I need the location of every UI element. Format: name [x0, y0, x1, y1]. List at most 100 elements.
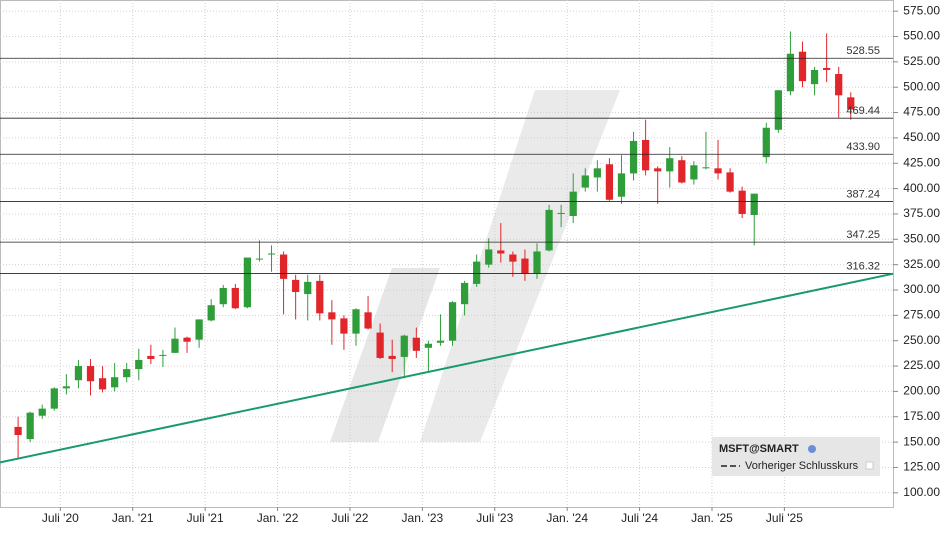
candle-body [798, 51, 807, 82]
candle-body [316, 280, 324, 314]
candle-body [762, 127, 770, 158]
candle-body [412, 337, 420, 351]
x-tick-label: Juli '23 [476, 511, 513, 525]
candle-body [171, 338, 179, 353]
level-label: 347.25 [846, 229, 880, 241]
candle-body [847, 97, 855, 110]
y-tick-label: 200.00 [903, 384, 940, 398]
legend-title: MSFT@SMART [719, 443, 799, 455]
y-tick-label: 575.00 [903, 3, 940, 17]
y-tick-label: 325.00 [903, 257, 940, 271]
x-tick-label: Jan. '24 [546, 511, 588, 525]
candle-body [26, 412, 34, 440]
candle-body [823, 67, 831, 70]
candle-body [207, 305, 215, 321]
candle-body [279, 254, 288, 279]
x-tick-label: Jan. '21 [112, 511, 154, 525]
candle-body [123, 369, 131, 378]
candle-body [473, 261, 481, 284]
candle-body [714, 168, 722, 174]
candle-body [98, 378, 107, 390]
y-tick-label: 275.00 [903, 308, 940, 322]
candle-body [62, 386, 70, 389]
legend-item: Vorheriger Schlusskurs [745, 460, 859, 472]
y-tick-label: 500.00 [903, 79, 940, 93]
candle-body [364, 312, 372, 329]
candle-body [14, 426, 22, 436]
y-tick-label: 225.00 [903, 358, 940, 372]
y-tick-label: 375.00 [903, 206, 940, 220]
candle-body [400, 335, 408, 357]
candle-body [147, 355, 155, 359]
candle-body [617, 173, 626, 197]
y-tick-label: 400.00 [903, 181, 940, 195]
trendline [0, 272, 894, 464]
candle-body [424, 343, 433, 348]
y-tick-label: 525.00 [903, 54, 940, 68]
candle-body [243, 257, 252, 308]
candle-body [340, 318, 348, 334]
candle-body [593, 168, 601, 178]
y-tick-label: 450.00 [903, 130, 940, 144]
candle-body [557, 212, 565, 214]
x-tick-label: Jan. '22 [257, 511, 299, 525]
x-tick-label: Juli '20 [42, 511, 79, 525]
candle-body [50, 388, 58, 409]
candle-body [726, 172, 734, 192]
candle-body [835, 74, 843, 96]
candle-body [641, 139, 650, 171]
x-tick-label: Jan. '23 [402, 511, 444, 525]
candle-body [497, 250, 505, 254]
candle-body [654, 168, 662, 172]
candle-body [388, 355, 396, 359]
legend-icon [808, 445, 816, 453]
x-tick-label: Juli '22 [331, 511, 368, 525]
y-tick-label: 175.00 [903, 409, 940, 423]
level-label: 387.24 [846, 188, 880, 200]
y-tick-label: 550.00 [903, 29, 940, 43]
y-tick-label: 350.00 [903, 231, 940, 245]
candle-body [521, 258, 529, 274]
level-label: 316.32 [846, 260, 880, 272]
candle-body [690, 165, 698, 180]
candle-body [605, 164, 614, 200]
candle-body [304, 281, 312, 295]
candle-body [74, 366, 83, 381]
candle-body [376, 332, 384, 358]
y-tick-label: 300.00 [903, 282, 940, 296]
candle-body [485, 249, 493, 265]
watermark [330, 90, 620, 442]
x-tick-label: Jan. '25 [691, 511, 733, 525]
y-tick-label: 100.00 [903, 485, 940, 499]
candle-body [750, 193, 758, 215]
legend-swatch [865, 461, 874, 470]
y-tick-label: 425.00 [903, 155, 940, 169]
candle-body [352, 309, 360, 334]
level-label: 433.90 [846, 141, 880, 153]
candle-body [195, 319, 203, 340]
y-tick-label: 125.00 [903, 460, 940, 474]
legend-box [712, 437, 880, 476]
candle-body [545, 209, 553, 251]
candle-body [183, 337, 191, 342]
x-tick-label: Juli '25 [766, 511, 803, 525]
candle-body [436, 340, 445, 343]
y-tick-label: 250.00 [903, 333, 940, 347]
candle-body [135, 359, 143, 370]
level-label: 469.44 [846, 105, 880, 117]
y-tick-label: 475.00 [903, 105, 940, 119]
candle-body [86, 366, 95, 382]
candle-body [509, 254, 517, 262]
candle-body [448, 302, 457, 341]
legend: MSFT@SMART Vorheriger Schlusskurs [712, 437, 880, 476]
candle-body [255, 258, 264, 260]
candle-body [569, 191, 577, 216]
candle-body [629, 140, 638, 174]
candle-body [219, 287, 227, 305]
y-tick-label: 150.00 [903, 434, 940, 448]
candle-body [533, 251, 541, 274]
x-tick-label: Juli '21 [187, 511, 224, 525]
x-tick-label: Juli '24 [621, 511, 658, 525]
candle-body [328, 312, 336, 320]
